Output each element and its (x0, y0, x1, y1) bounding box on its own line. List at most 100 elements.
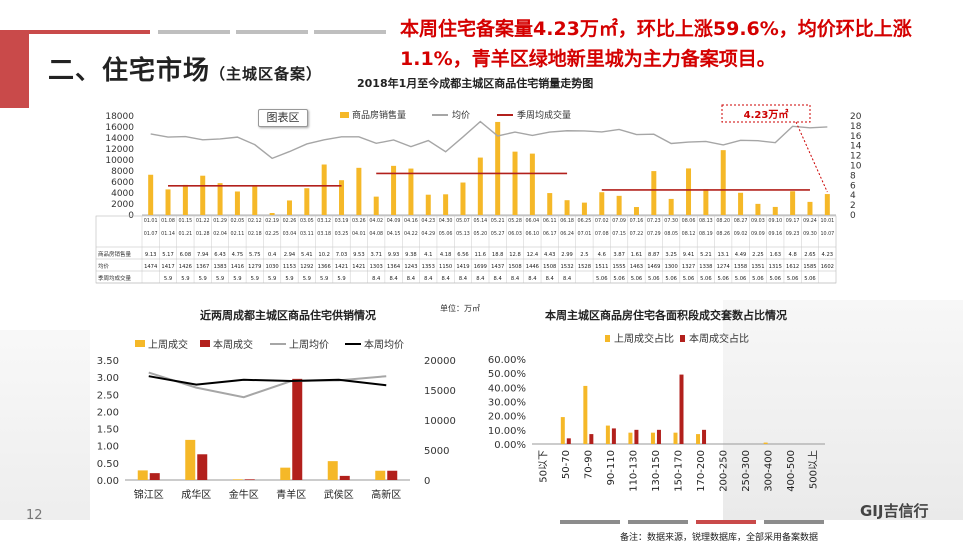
chart2-ytick-right: 20000 (424, 356, 456, 367)
chart1-xtick-label: 07.02 07.08 (595, 218, 609, 237)
chart1-ytick-left: 12000 (105, 145, 134, 155)
chart3-area-share: 0.00% 10.00% 20.00% 30.00% 40.00% 50.00% 60.00… (488, 332, 825, 492)
chart1-table-cell: 5.06 (613, 276, 625, 282)
header-rule-red (0, 30, 150, 34)
chart1-xtick-label: 07.16 07.22 (630, 218, 644, 237)
chart3-bar-this-week (611, 428, 616, 444)
chart1-ytick-right: 4 (850, 191, 856, 201)
chart1-bar (512, 151, 518, 215)
chart1-xtick-label: 09.03 09.09 (751, 218, 765, 237)
chart1-table-cell: 5.06 (648, 276, 660, 282)
chart1-table-cell: 1421 (335, 264, 348, 270)
chart1-xtick-label: 01.08 01.14 (161, 218, 175, 237)
chart1-table-cell: 8.4 (389, 276, 398, 282)
chart1-ytick-left: 18000 (105, 112, 134, 122)
chart1-xtick-label: 05.28 06.03 (508, 218, 522, 237)
data-source-note: 备注：数据来源，锐理数据库，全部采用备案数据 (620, 533, 819, 543)
chart1-ytick-left: 6000 (111, 178, 134, 188)
chart1-ytick-right: 20 (850, 112, 862, 122)
chart1-bar (408, 168, 414, 215)
chart2-district-supply: 0.00 0.50 1.00 1.50 2.00 2.50 3.00 3.50 0 5000 100… (97, 338, 456, 501)
chart1-ytick-right: 18 (850, 122, 862, 132)
chart2-ytick-right: 0 (424, 476, 430, 487)
chart1-table-cell: 1292 (300, 264, 313, 270)
chart1-bar (321, 164, 327, 215)
chart1-bar (581, 202, 587, 215)
chart1-table-cell: 1.61 (631, 252, 643, 258)
chart2-xtick-label: 成华区 (181, 488, 211, 501)
chart2-xtick-label: 武侯区 (324, 488, 354, 501)
chart2-ytick-right: 5000 (424, 446, 449, 457)
chart3-xtick-label: 200-250 (719, 450, 730, 492)
chart1-bar (755, 203, 761, 215)
chart1-bar (286, 200, 292, 215)
chart1-table-cell: 1367 (196, 264, 209, 270)
chart1-bar (252, 186, 258, 215)
chart1-table-cell: 8.4 (372, 276, 381, 282)
chart1-table-cell: 1358 (734, 264, 747, 270)
chart1-table-cell: 10.2 (318, 252, 330, 258)
chart1-xtick-label: 03.26 04.01 (352, 218, 366, 237)
chart1-table-cell: 13.1 (717, 252, 729, 258)
chart1-table-cell: 5.9 (337, 276, 345, 282)
chart1-table-cell: 1303 (370, 264, 383, 270)
chart1-bar (738, 192, 744, 215)
chart2-legend-label: 本周成交 (213, 338, 253, 351)
chart1-bar (477, 157, 483, 215)
chart3-xtick-label: 300-400 (764, 450, 775, 492)
chart1-xtick-label: 04.02 04.08 (369, 218, 383, 237)
chart1-bar (217, 183, 223, 215)
chart1-bar (182, 184, 188, 215)
chart1-table-cell: 1315 (769, 264, 782, 270)
chart1-legend-label: 均价 (452, 109, 470, 121)
chart1-xtick-label: 02.26 03.04 (283, 218, 297, 237)
chart2-bar-this-week (197, 454, 208, 480)
chart1-table-cell: 1.63 (769, 252, 781, 258)
chart1-table-cell: 2.94 (284, 252, 296, 258)
chart2-xtick-label: 锦江区 (134, 488, 164, 501)
chart1-title: 2018年1月至今成都主城区商品住宅销量走势图 (357, 77, 594, 90)
chart1-table-cell: 5.06 (752, 276, 764, 282)
chart3-legend-label: 本周成交占比 (689, 332, 749, 345)
chart1-xtick-label: 04.09 04.15 (387, 218, 401, 237)
header-rule-gray-3 (314, 30, 386, 34)
chart3-ytick: 50.00% (488, 369, 526, 380)
chart2-bar-last-week (327, 461, 338, 480)
chart1-table-cell: 9.93 (388, 252, 400, 258)
chart1-bar (651, 171, 657, 215)
chart3-ytick: 40.00% (488, 383, 526, 394)
page-number: 12 (26, 508, 43, 523)
chart2-ytick-left: 1.00 (97, 442, 119, 453)
chart1-table-cell: 1243 (404, 264, 417, 270)
chart1-xtick-label: 08.06 08.12 (682, 218, 696, 237)
chart3-ytick: 30.00% (488, 398, 526, 409)
chart1-table-cell: 1532 (560, 264, 573, 270)
chart3-xtick-label: 70-90 (583, 450, 594, 479)
chart3-legend-swatch (605, 335, 610, 342)
chart1-table-cell: 5.75 (249, 252, 261, 258)
chart1-bar (443, 194, 449, 215)
chart1-table-cell: 8.4 (511, 276, 520, 282)
header-rule-gray-2 (236, 30, 308, 34)
chart1-bar (200, 175, 206, 215)
chart1-table-cell: 8.87 (648, 252, 660, 258)
chart1-table-row-label: 均价 (98, 262, 110, 270)
chart1-table-cell: 8.4 (546, 276, 555, 282)
chart1-table-cell: 8.4 (424, 276, 433, 282)
chart1-table-cell: 12.8 (509, 252, 521, 258)
chart1-table-cell: 5.06 (683, 276, 695, 282)
chart1-table-cell: 1030 (266, 264, 279, 270)
chart3-bar-this-week (702, 429, 707, 444)
background-building-left (0, 330, 90, 520)
chart1-bar (633, 207, 639, 215)
chart3-bar-last-week (763, 442, 768, 444)
chart1-legend-swatch-bar (340, 112, 349, 118)
chart2-ytick-left: 3.00 (97, 373, 119, 384)
chart1-xtick-label: 05.07 05.13 (456, 218, 470, 237)
chart1-xtick-label: 02.19 02.25 (265, 218, 279, 237)
chart2-line-this-week-price (148, 375, 387, 387)
chart2-bar-this-week (387, 470, 398, 480)
chart1-bar (425, 194, 431, 215)
chart1-xtick-label: 05.14 05.20 (473, 218, 487, 237)
chart2-xtick-label: 青羊区 (276, 488, 306, 501)
